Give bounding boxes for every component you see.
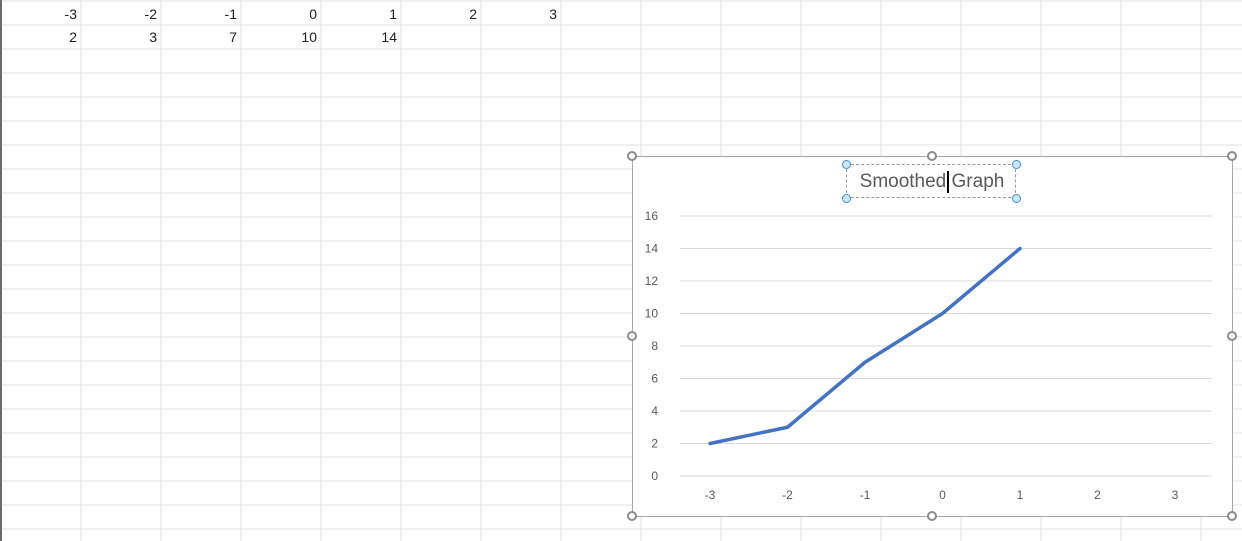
y-tick-label: 0 [651, 469, 658, 483]
x-tick-label: 0 [939, 488, 946, 502]
x-tick-label: 1 [1017, 488, 1024, 502]
x-tick-label: -2 [782, 488, 793, 502]
row-header-edge [0, 0, 2, 541]
chart-title[interactable]: Smoothed Graph [859, 171, 1005, 192]
y-tick-label: 12 [645, 274, 659, 288]
title-handle-bottom-right[interactable] [1012, 194, 1021, 203]
cell-f2[interactable] [400, 25, 480, 49]
cell-g2[interactable] [480, 25, 560, 49]
resize-handle-bottom[interactable] [927, 511, 937, 521]
resize-handle-top[interactable] [927, 151, 937, 161]
cell-a2[interactable]: 2 [69, 29, 77, 45]
y-tick-label: 14 [645, 242, 659, 256]
y-tick-label: 2 [651, 437, 658, 451]
cell-c1[interactable]: -1 [224, 6, 237, 22]
cell-e1[interactable]: 1 [389, 6, 397, 22]
x-tick-label: -1 [860, 488, 871, 502]
cell-b1[interactable]: -2 [144, 6, 157, 22]
text-cursor [947, 171, 949, 193]
x-tick-label: 3 [1172, 488, 1179, 502]
chart-title-box[interactable]: Smoothed Graph [846, 164, 1016, 198]
cell-b2[interactable]: 3 [149, 29, 157, 45]
title-handle-top-right[interactable] [1012, 160, 1021, 169]
cell-d2[interactable]: 10 [301, 29, 317, 45]
series-line [708, 246, 1022, 446]
cell-a1[interactable]: -3 [64, 6, 77, 22]
resize-handle-left[interactable] [627, 331, 637, 341]
y-tick-label: 4 [651, 404, 658, 418]
cell-d1[interactable]: 0 [309, 6, 317, 22]
y-tick-label: 8 [651, 339, 658, 353]
resize-handle-bottom-right[interactable] [1227, 511, 1237, 521]
title-handle-bottom-left[interactable] [842, 194, 851, 203]
resize-handle-right[interactable] [1227, 331, 1237, 341]
y-tick-label: 10 [645, 307, 659, 321]
y-tick-label: 6 [651, 372, 658, 386]
cell-f1[interactable]: 2 [469, 6, 477, 22]
cell-g1[interactable]: 3 [549, 6, 557, 22]
title-handle-top-left[interactable] [842, 160, 851, 169]
resize-handle-bottom-left[interactable] [627, 511, 637, 521]
x-tick-label: 2 [1094, 488, 1101, 502]
x-tick-label: -3 [705, 488, 716, 502]
y-tick-label: 16 [645, 209, 659, 223]
cell-e2[interactable]: 14 [381, 29, 397, 45]
resize-handle-top-left[interactable] [627, 151, 637, 161]
resize-handle-top-right[interactable] [1227, 151, 1237, 161]
cell-c2[interactable]: 7 [229, 29, 237, 45]
